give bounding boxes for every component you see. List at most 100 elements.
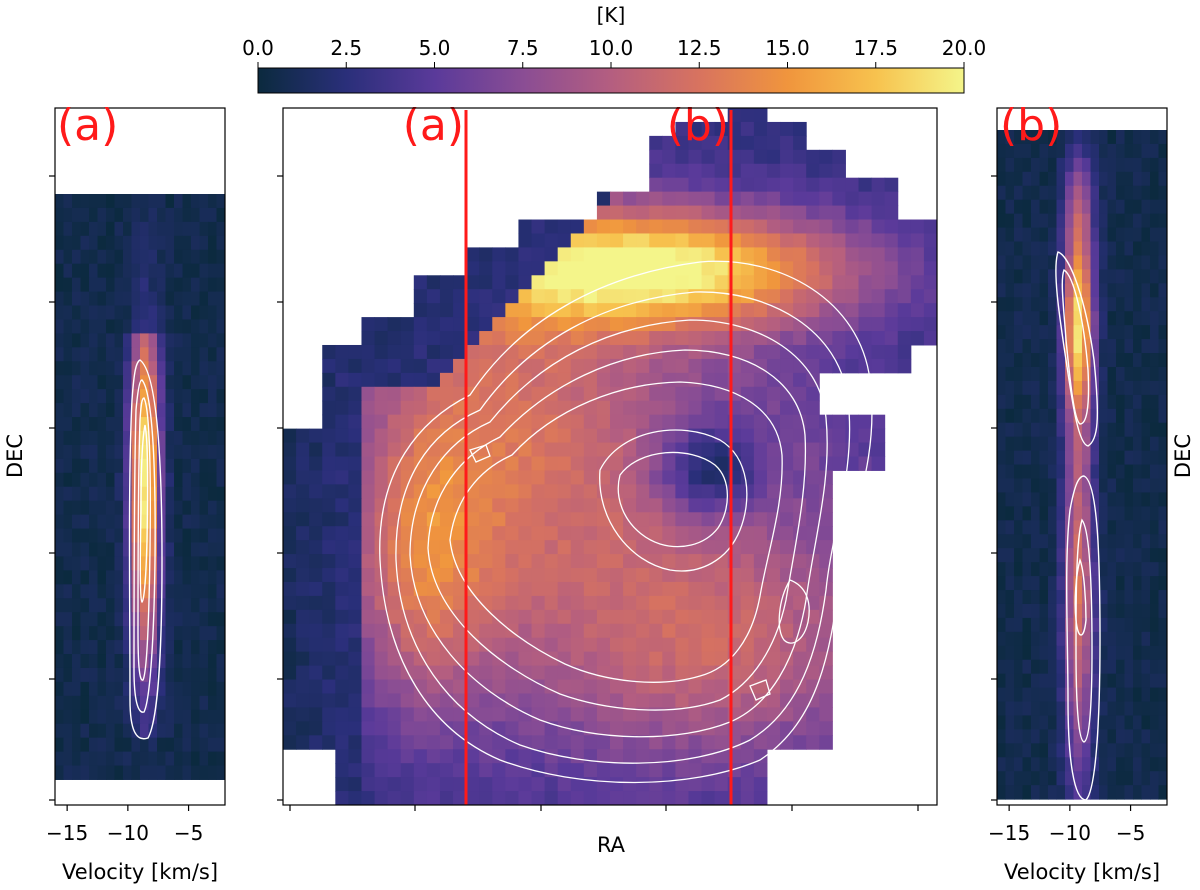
pv-pixel: [1150, 771, 1159, 786]
map-pixel: [780, 233, 794, 248]
pv-pixel: [165, 751, 175, 767]
map-pixel: [413, 456, 428, 471]
pv-pixel: [1150, 631, 1159, 647]
map-pixel: [335, 791, 349, 806]
pv-pixel: [157, 277, 166, 293]
map-pixel: [714, 526, 729, 541]
map-pixel: [570, 707, 585, 722]
pv-pixel: [1133, 617, 1142, 633]
left-pv-yticks: [49, 175, 55, 801]
map-pixel: [335, 665, 349, 681]
pv-pixel: [157, 458, 166, 474]
map-pixel: [819, 177, 833, 193]
pv-pixel: [114, 347, 124, 362]
map-pixel: [675, 512, 689, 527]
pv-pixel: [1005, 394, 1015, 410]
map-pixel: [492, 303, 506, 318]
pv-pixel: [72, 375, 81, 390]
map-pixel: [453, 540, 467, 555]
pv-pixel: [157, 291, 166, 307]
pv-pixel: [1099, 492, 1108, 507]
pv-pixel: [1141, 743, 1151, 758]
map-pixel: [662, 317, 676, 332]
pv-pixel: [1141, 297, 1151, 312]
pv-pixel: [72, 444, 81, 460]
map-pixel: [544, 707, 559, 722]
pv-pixel: [216, 598, 226, 613]
map-pixel: [570, 609, 585, 625]
pv-pixel: [1090, 785, 1100, 800]
pv-pixel: [1014, 603, 1023, 619]
map-pixel: [806, 400, 820, 416]
map-pixel: [871, 428, 886, 444]
map-pixel: [492, 554, 506, 569]
pv-pixel: [114, 417, 124, 432]
map-pixel: [753, 121, 768, 137]
map-pixel: [466, 609, 480, 625]
pv-pixel: [1048, 143, 1057, 159]
pv-pixel: [191, 221, 200, 237]
pv-pixel: [1073, 757, 1083, 772]
pv-pixel: [182, 486, 192, 502]
pv-pixel: [1005, 366, 1015, 382]
pv-pixel: [131, 640, 141, 655]
pv-pixel: [1141, 603, 1151, 619]
pv-pixel: [89, 626, 98, 641]
pv-pixel: [97, 542, 107, 557]
pv-pixel: [1022, 422, 1032, 438]
pv-pixel: [1107, 394, 1117, 410]
map-pixel: [583, 498, 598, 513]
pv-pixel: [1099, 185, 1108, 201]
pv-pixel: [182, 263, 192, 279]
map-pixel: [583, 456, 598, 471]
pv-pixel: [1073, 227, 1083, 243]
pv-pixel: [1065, 143, 1074, 159]
pv-pixel: [131, 667, 141, 683]
map-pixel: [400, 372, 415, 388]
map-pixel: [688, 484, 703, 499]
map-pixel: [766, 317, 781, 332]
pv-pixel: [1141, 785, 1151, 800]
map-pixel: [780, 205, 794, 221]
pv-pixel: [1065, 436, 1074, 452]
map-pixel: [466, 763, 480, 778]
map-pixel: [753, 400, 768, 416]
map-pixel: [453, 372, 467, 388]
pv-pixel: [165, 472, 175, 488]
map-pixel: [780, 428, 794, 444]
map-pixel: [531, 289, 546, 304]
map-pixel: [623, 191, 637, 207]
pv-pixel: [1031, 311, 1040, 326]
map-pixel: [505, 707, 519, 722]
map-pixel: [309, 456, 323, 471]
map-pixel: [466, 735, 480, 750]
pv-pixel: [106, 249, 115, 265]
map-pixel: [766, 484, 781, 499]
pv-pixel: [80, 263, 90, 279]
map-pixel: [766, 442, 781, 457]
pv-pixel: [1133, 269, 1142, 284]
map-pixel: [505, 581, 519, 597]
map-pixel: [439, 665, 454, 681]
map-pixel: [426, 344, 441, 360]
pv-pixel: [1065, 701, 1074, 716]
pv-pixel: [72, 263, 81, 279]
pv-pixel: [997, 617, 1006, 633]
pv-pixel: [1082, 506, 1091, 521]
pv-pixel: [55, 417, 64, 432]
map-pixel: [793, 331, 807, 346]
pv-pixel: [1005, 590, 1015, 605]
map-pixel: [688, 414, 703, 430]
map-pixel: [439, 470, 454, 485]
pv-pixel: [1014, 394, 1023, 410]
map-pixel: [518, 540, 533, 555]
pv-pixel: [1056, 506, 1066, 521]
pv-pixel: [997, 576, 1006, 591]
pv-pixel: [1090, 185, 1100, 201]
map-pixel: [819, 428, 833, 444]
pv-pixel: [1150, 715, 1159, 730]
pv-pixel: [1005, 213, 1015, 229]
pv-pixel: [1141, 283, 1151, 298]
pv-pixel: [997, 130, 1006, 145]
pv-pixel: [199, 249, 209, 265]
